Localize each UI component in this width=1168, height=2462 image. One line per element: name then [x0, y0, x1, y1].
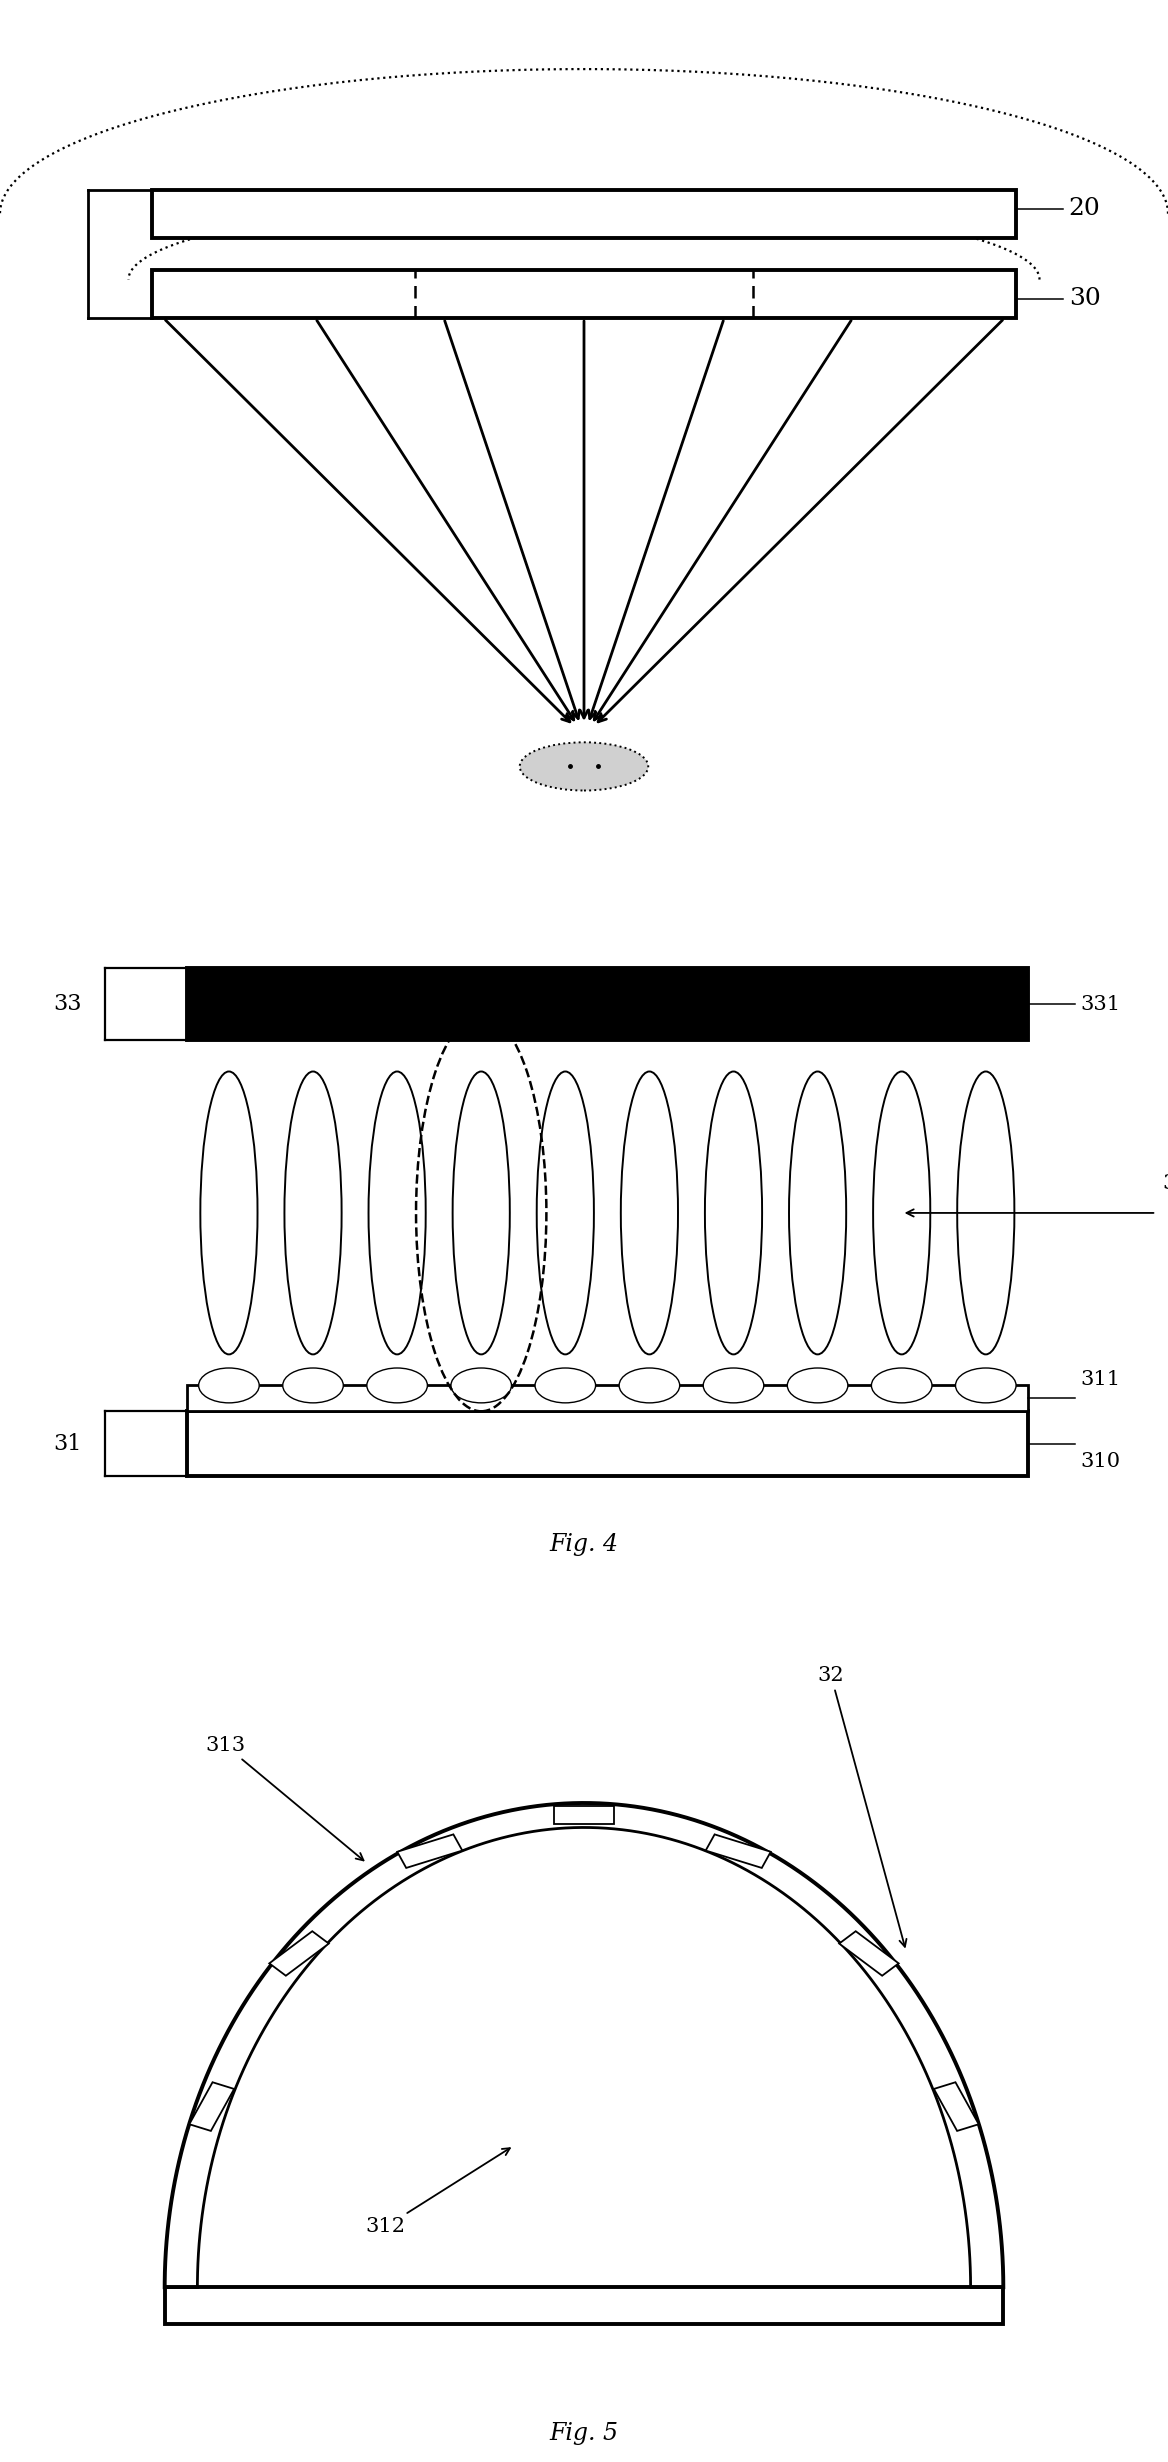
Ellipse shape: [955, 1369, 1016, 1403]
Ellipse shape: [199, 1369, 259, 1403]
Text: Fig. 3: Fig. 3: [549, 766, 619, 788]
Ellipse shape: [621, 1071, 677, 1354]
Polygon shape: [397, 1834, 463, 1869]
Ellipse shape: [453, 1071, 509, 1354]
Text: 32: 32: [1162, 1174, 1168, 1194]
Bar: [165, 2287, 1003, 2324]
Ellipse shape: [283, 1369, 343, 1403]
Text: 20: 20: [1069, 197, 1100, 222]
Ellipse shape: [367, 1369, 427, 1403]
Ellipse shape: [874, 1071, 930, 1354]
Text: 33: 33: [54, 992, 82, 1014]
Bar: [152, 271, 1016, 318]
Bar: [187, 1386, 1028, 1411]
Polygon shape: [839, 1930, 898, 1975]
Ellipse shape: [703, 1369, 764, 1403]
Polygon shape: [189, 2083, 234, 2132]
Bar: [187, 968, 1028, 1041]
Ellipse shape: [958, 1071, 1014, 1354]
Text: 311: 311: [1080, 1371, 1120, 1389]
Ellipse shape: [520, 744, 648, 790]
Polygon shape: [270, 1930, 329, 1975]
Ellipse shape: [619, 1369, 680, 1403]
Text: 312: 312: [366, 2149, 510, 2235]
Text: 331: 331: [1080, 995, 1120, 1014]
Ellipse shape: [451, 1369, 512, 1403]
Ellipse shape: [285, 1071, 341, 1354]
Ellipse shape: [790, 1071, 846, 1354]
Ellipse shape: [537, 1071, 593, 1354]
Text: 313: 313: [206, 1736, 363, 1861]
Bar: [187, 1411, 1028, 1477]
Ellipse shape: [369, 1071, 425, 1354]
Text: 31: 31: [54, 1433, 82, 1455]
Polygon shape: [705, 1834, 771, 1869]
Bar: [152, 190, 1016, 239]
Text: 32: 32: [818, 1667, 906, 1947]
Text: Fig. 4: Fig. 4: [549, 1534, 619, 1556]
Polygon shape: [934, 2083, 979, 2132]
Ellipse shape: [535, 1369, 596, 1403]
Ellipse shape: [201, 1071, 257, 1354]
Ellipse shape: [705, 1071, 762, 1354]
Polygon shape: [554, 1807, 614, 1824]
Text: 310: 310: [1080, 1453, 1120, 1472]
Text: Fig. 5: Fig. 5: [549, 2423, 619, 2445]
Ellipse shape: [787, 1369, 848, 1403]
Text: 30: 30: [1069, 288, 1100, 310]
Ellipse shape: [871, 1369, 932, 1403]
